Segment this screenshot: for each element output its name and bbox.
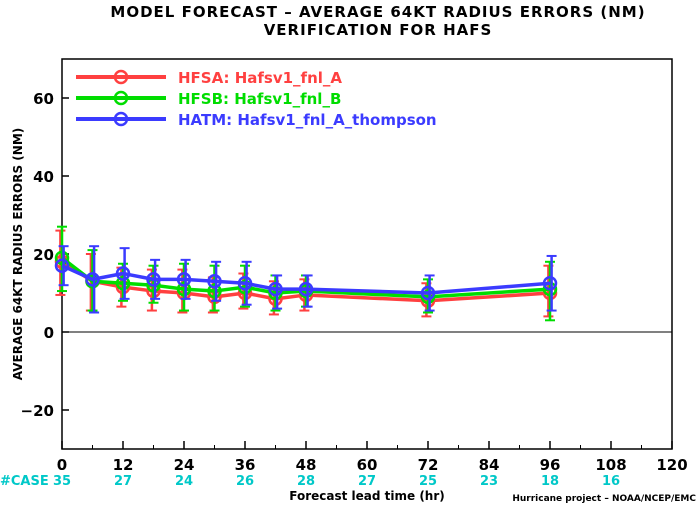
- y-tick-label: 0: [44, 324, 54, 342]
- series-line: [61, 264, 551, 295]
- y-tick-label: 40: [33, 168, 54, 186]
- data-point: [115, 266, 131, 281]
- y-axis-label: AVERAGE 64KT RADIUS ERRORS (NM): [11, 128, 25, 380]
- case-count: 27: [114, 474, 132, 489]
- data-point: [207, 283, 222, 299]
- data-point: [115, 276, 131, 291]
- x-tick-label: 60: [357, 456, 378, 474]
- data-point: [176, 272, 192, 287]
- x-tick-label: 0: [57, 456, 67, 474]
- data-point: [54, 250, 70, 266]
- legend-label: HATM: Hafsv1_fnl_A_thompson: [178, 111, 437, 129]
- x-axis: 0 12 24 36 48 60 72 84 96 108 120: [57, 441, 688, 474]
- case-count: 18: [541, 474, 559, 489]
- legend-item-1: HFSA: Hafsv1_fnl_A: [76, 69, 342, 87]
- x-tick-label: 84: [479, 456, 500, 474]
- data-point: [298, 281, 314, 297]
- data-point: [146, 272, 161, 287]
- data-point: [268, 281, 283, 297]
- case-count: 28: [297, 474, 315, 489]
- legend-item-3: HATM: Hafsv1_fnl_A_thompson: [76, 111, 437, 129]
- case-count: 26: [236, 474, 254, 489]
- case-count-row: #CASE 35 27 24 26 28 27 25 23 18 16: [0, 474, 620, 489]
- legend-marker: [113, 90, 129, 106]
- y-axis: 60 40 20 0 −20: [21, 90, 672, 420]
- case-count: 35: [53, 474, 71, 489]
- case-count: 24: [175, 474, 193, 489]
- chart-title: MODEL FORECAST – AVERAGE 64KT RADIUS ERR…: [110, 3, 645, 21]
- x-tick-label: 120: [656, 456, 687, 474]
- legend: HFSA: Hafsv1_fnl_A HFSB: Hafsv1_fnl_B HATM…: [76, 69, 437, 129]
- data-point: [176, 281, 192, 297]
- data-point: [542, 281, 558, 297]
- legend-label: HFSB: Hafsv1_fnl_B: [178, 90, 341, 108]
- data-point: [85, 272, 100, 287]
- x-tick-label: 48: [296, 456, 317, 474]
- case-label: #CASE: [0, 474, 49, 489]
- x-tick-label: 108: [595, 456, 626, 474]
- footer-credit: Hurricane project – NOAA/NCEP/EMC: [512, 494, 696, 504]
- series-line: [60, 256, 551, 299]
- data-point: [542, 276, 558, 291]
- data-point: [237, 276, 253, 291]
- x-tick-label: 12: [113, 456, 134, 474]
- legend-label: HFSA: Hafsv1_fnl_A: [178, 69, 342, 87]
- case-count: 25: [419, 474, 437, 489]
- case-count: 27: [358, 474, 376, 489]
- data-point: [420, 285, 436, 301]
- chart-subtitle: VERIFICATION FOR HAFS: [264, 21, 493, 39]
- y-tick-label: 60: [33, 90, 54, 108]
- data-point: [54, 258, 70, 273]
- y-tick-label: 20: [33, 246, 54, 264]
- legend-marker: [113, 111, 129, 127]
- x-tick-label: 72: [418, 456, 439, 474]
- x-tick-label: 24: [174, 456, 195, 474]
- case-count: 16: [602, 474, 620, 489]
- legend-marker: [113, 69, 129, 85]
- series-3: [54, 245, 558, 314]
- legend-item-2: HFSB: Hafsv1_fnl_B: [76, 90, 341, 108]
- y-tick-label: −20: [21, 402, 54, 420]
- data-point: [207, 274, 222, 289]
- case-count: 23: [480, 474, 498, 489]
- x-tick-label: 96: [540, 456, 561, 474]
- x-tick-label: 36: [235, 456, 256, 474]
- series-layer: [54, 225, 558, 322]
- x-axis-label: Forecast lead time (hr): [289, 489, 445, 503]
